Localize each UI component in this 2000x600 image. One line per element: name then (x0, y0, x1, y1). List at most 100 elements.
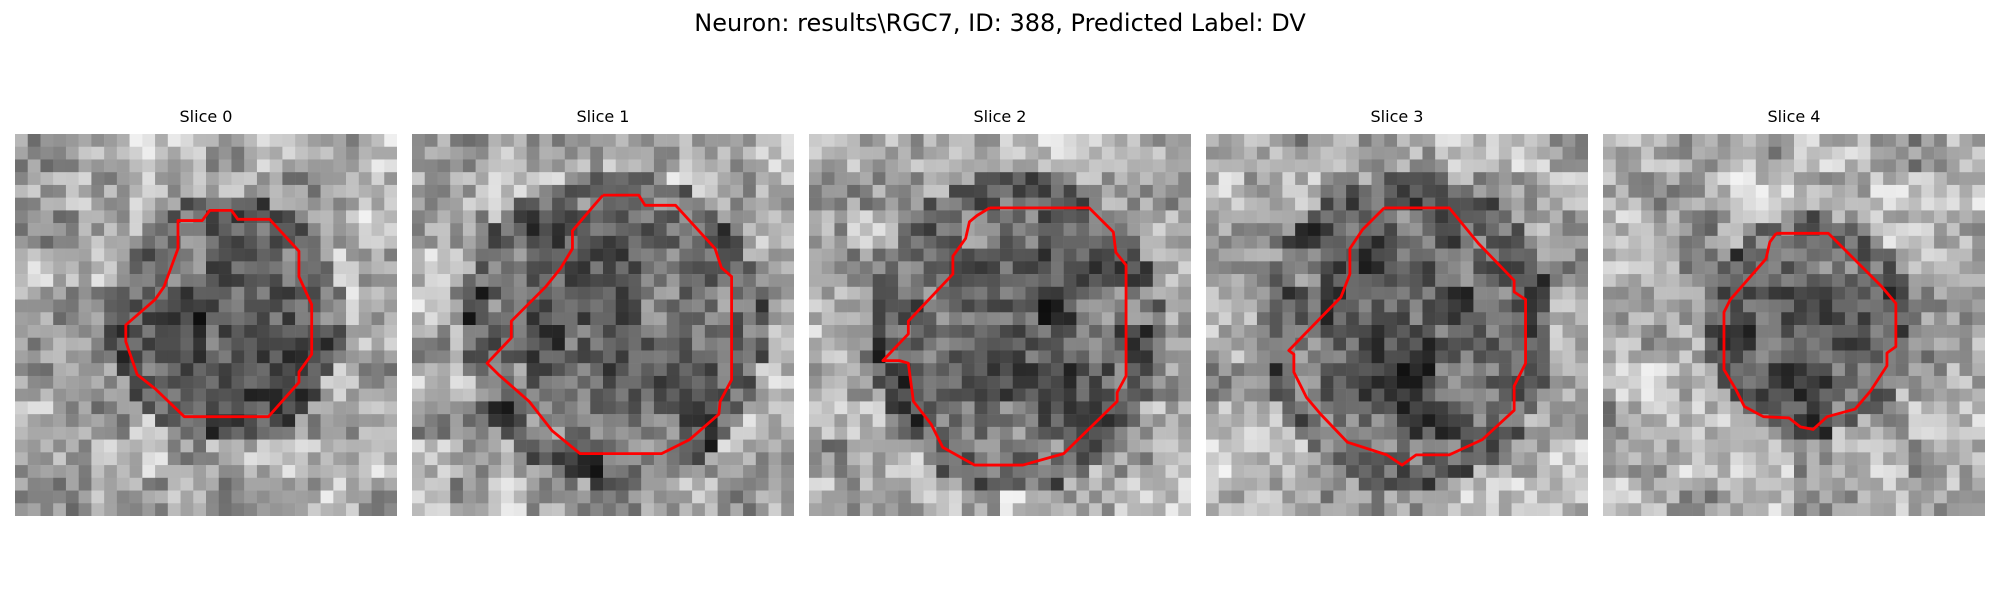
pixel (424, 337, 438, 351)
pixel (1101, 312, 1115, 326)
pixel (653, 261, 667, 275)
pixel (1628, 350, 1642, 364)
pixel (1883, 388, 1897, 402)
pixel (885, 325, 899, 338)
pixel (180, 197, 194, 211)
pixel (1832, 286, 1846, 300)
pixel (142, 172, 156, 186)
pixel (1244, 197, 1258, 211)
pixel (462, 401, 476, 415)
pixel (768, 134, 782, 147)
pixel (847, 299, 861, 313)
pixel (974, 477, 988, 491)
pixel (834, 312, 848, 326)
pixel (1012, 261, 1026, 275)
pixel (577, 337, 591, 351)
pixel (1794, 312, 1807, 326)
pixel (1256, 261, 1270, 275)
pixel (1934, 490, 1948, 504)
pixel (666, 134, 680, 147)
pixel (1447, 465, 1461, 479)
pixel (307, 248, 321, 262)
pixel (1883, 223, 1897, 237)
pixel (1895, 274, 1909, 288)
pixel (346, 401, 360, 415)
pixel (78, 363, 92, 377)
pixel (1025, 337, 1039, 351)
pixel (333, 286, 347, 300)
pixel (1717, 414, 1731, 428)
pixel (872, 312, 886, 326)
pixel (1165, 414, 1179, 428)
pixel (1832, 439, 1846, 453)
pixel (1358, 477, 1372, 491)
pixel (450, 134, 464, 147)
pixel (1114, 401, 1128, 415)
pixel (1498, 159, 1512, 173)
pixel (206, 439, 219, 453)
pixel (450, 172, 464, 186)
pixel (781, 312, 794, 326)
pixel (1641, 439, 1655, 453)
pixel (923, 159, 937, 173)
pixel (333, 477, 347, 491)
pixel (282, 439, 296, 453)
pixel (1333, 401, 1347, 415)
pixel (282, 325, 296, 338)
pixel (1460, 248, 1474, 262)
pixel (437, 325, 451, 338)
pixel (1832, 452, 1846, 466)
pixel (1152, 286, 1166, 300)
pixel (295, 388, 309, 402)
pixel (1025, 312, 1039, 326)
pixel (1320, 248, 1334, 262)
pixel (501, 401, 515, 415)
pixel (1679, 401, 1693, 415)
pixel (1755, 286, 1769, 300)
pixel (590, 210, 604, 224)
pixel (1460, 184, 1474, 198)
pixel (936, 452, 950, 466)
pixel (1012, 223, 1026, 237)
pixel (679, 426, 693, 440)
pixel (1511, 134, 1525, 147)
pixel (384, 146, 397, 160)
pixel (346, 452, 360, 466)
pixel (206, 388, 219, 402)
pixel (1435, 261, 1449, 275)
pixel (847, 261, 861, 275)
pixel (872, 375, 886, 389)
pixel (244, 325, 258, 338)
pixel (730, 490, 744, 504)
pixel (1895, 248, 1909, 262)
pixel (1781, 401, 1795, 415)
pixel (1562, 274, 1576, 288)
pixel (821, 414, 835, 428)
pixel (295, 312, 309, 326)
pixel (1012, 159, 1026, 173)
pixel (1000, 414, 1013, 428)
pixel (936, 223, 950, 237)
pixel (1089, 299, 1103, 313)
pixel (590, 363, 604, 377)
pixel (1384, 172, 1398, 186)
pixel (1447, 312, 1461, 326)
pixel (1870, 235, 1884, 249)
pixel (1114, 414, 1128, 428)
pixel (1781, 146, 1795, 160)
pixel (104, 414, 118, 428)
pixel (1549, 184, 1563, 198)
pixel (1435, 248, 1449, 262)
pixel (1819, 375, 1833, 389)
pixel (1346, 337, 1360, 351)
slice-title-4: Slice 4 (1767, 107, 1821, 126)
pixel (1755, 363, 1769, 377)
pixel (590, 439, 604, 453)
pixel (1231, 286, 1245, 300)
pixel (1422, 388, 1436, 402)
pixel (384, 172, 397, 186)
pixel (1870, 184, 1884, 198)
pixel (104, 388, 118, 402)
pixel (692, 375, 706, 389)
pixel (1575, 490, 1588, 504)
